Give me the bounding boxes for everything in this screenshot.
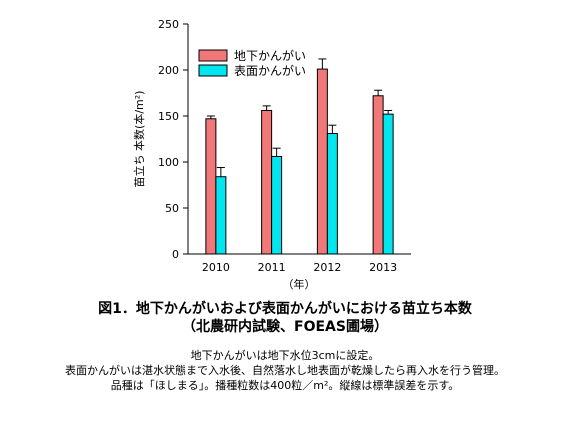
figure-note-2: 表面かんがいは湛水状態まで入水後、自然落水し地表面が乾燥したら再入水を行う管理。: [65, 364, 505, 377]
bar-2-0: [316, 68, 328, 255]
bar-1-1: [271, 155, 283, 255]
bar-0-1: [215, 176, 227, 255]
legend-swatch-1: [198, 64, 228, 77]
y-tick-label: 250: [158, 18, 179, 31]
figure-note-1: 地下かんがいは地下水位3cmに設定。: [190, 349, 380, 362]
bar-1-0: [261, 109, 273, 255]
y-tick-label: 150: [158, 110, 179, 123]
bar-2-1: [326, 132, 338, 255]
bar-0-0: [205, 118, 217, 255]
y-tick-label: 0: [172, 248, 179, 261]
x-tick-label: 2011: [258, 261, 286, 274]
figure-note-3: 品種は「ほしまる」。播種粒数は400粒／m²。縦線は標準誤差を示す。: [110, 379, 460, 392]
bar-chart: 0 50 100 150 200 250 2010 2011 2012 2013 地下かんがい表…: [132, 18, 411, 291]
y-tick-label: 50: [165, 202, 179, 215]
x-tick-label: 2012: [313, 261, 341, 274]
figure-title: 図1．地下かんがいおよび表面かんがいにおける苗立ち本数: [98, 301, 472, 317]
y-axis: 0 50 100 150 200 250: [158, 18, 189, 261]
figure-subtitle: （北農研内試験、FOEAS圃場）: [182, 319, 388, 335]
x-axis-title: （年）: [283, 277, 316, 291]
x-tick-label: 2013: [369, 261, 397, 274]
y-tick-label: 100: [158, 156, 179, 169]
y-tick-label: 200: [158, 64, 179, 77]
legend-swatch-0: [198, 49, 228, 62]
x-axis: 2010 2011 2012 2013: [188, 253, 411, 274]
legend-label-1: 表面かんがい: [234, 63, 306, 78]
x-tick-label: 2010: [202, 261, 230, 274]
bar-3-1: [382, 113, 394, 255]
legend-label-0: 地下かんがい: [234, 48, 306, 63]
bar-3-0: [372, 95, 384, 255]
bars: [205, 58, 394, 255]
y-axis-title: 苗立ち 本数(本/m²): [132, 91, 146, 188]
